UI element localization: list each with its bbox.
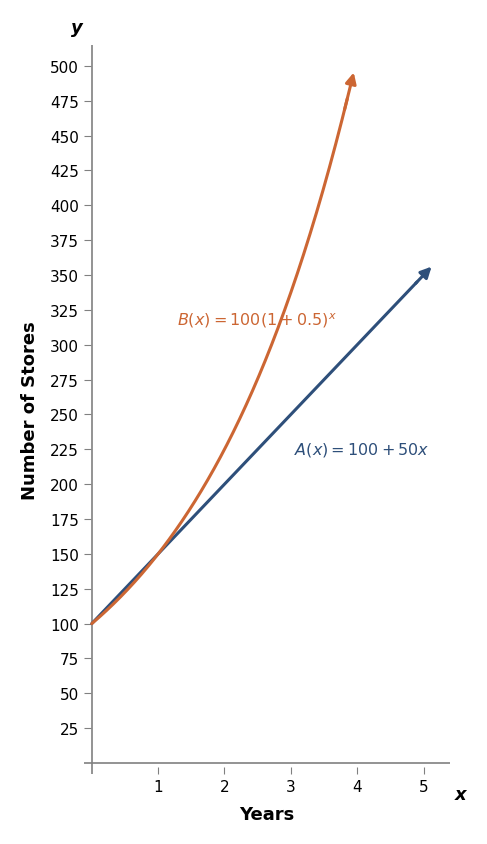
Text: y: y <box>71 19 83 37</box>
Text: x: x <box>454 785 466 803</box>
X-axis label: Years: Years <box>239 805 295 823</box>
Y-axis label: Number of Stores: Number of Stores <box>21 321 39 500</box>
Text: $B(x) = 100(1 + 0.5)^x$: $B(x) = 100(1 + 0.5)^x$ <box>177 311 337 329</box>
Text: $A(x) = 100 + 50x$: $A(x) = 100 + 50x$ <box>294 441 430 459</box>
